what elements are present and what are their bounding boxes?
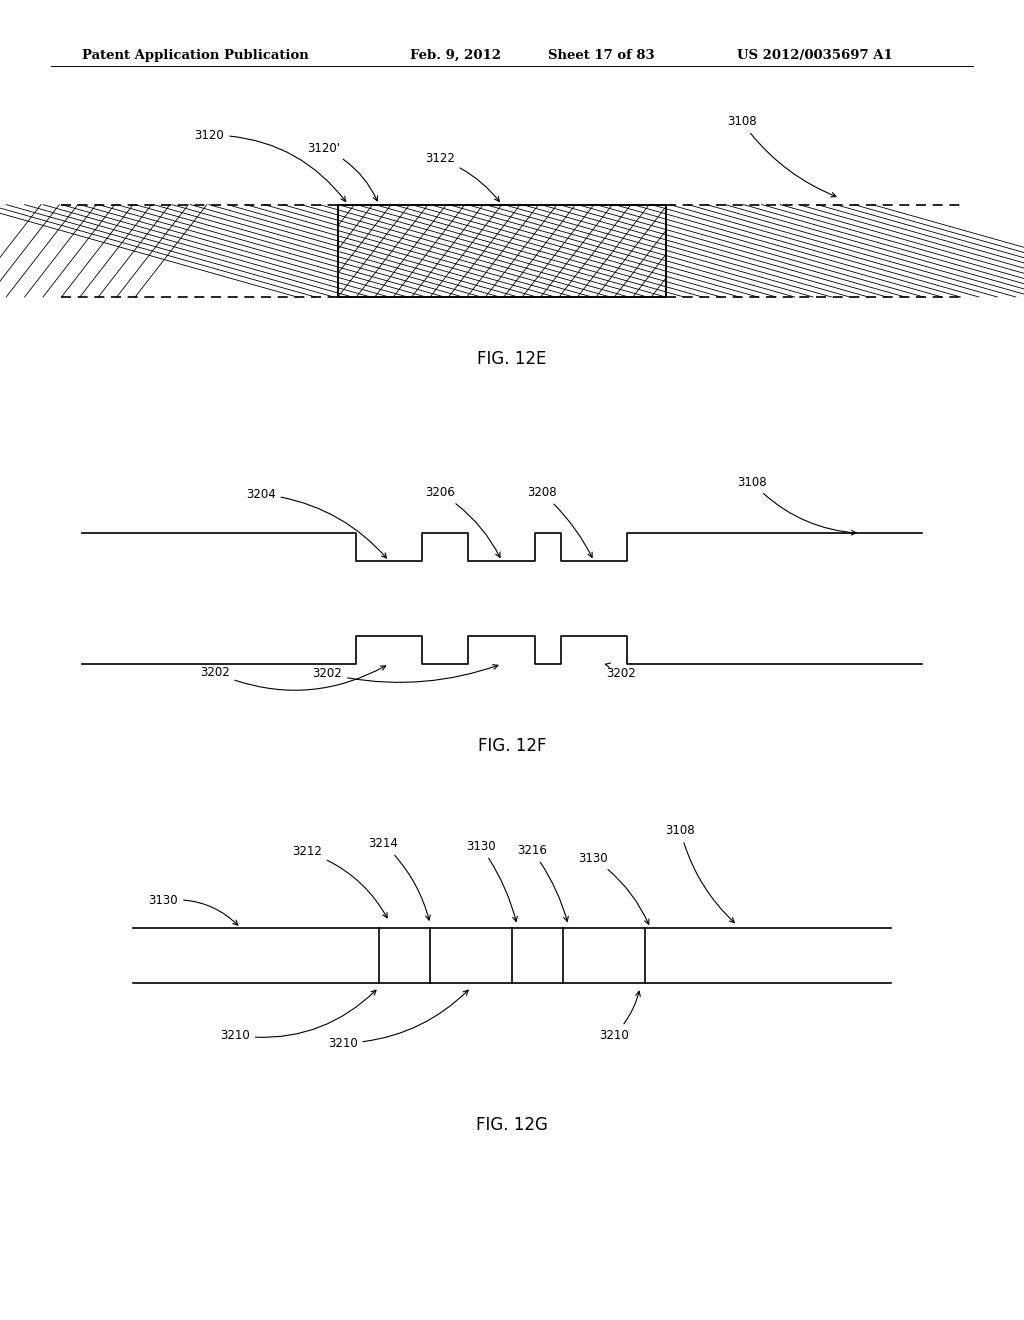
Text: 3210: 3210 xyxy=(599,991,640,1041)
Text: 3130: 3130 xyxy=(466,840,517,921)
Text: 3208: 3208 xyxy=(527,486,592,557)
Bar xyxy=(338,205,666,297)
Bar xyxy=(338,205,666,297)
Text: 3130: 3130 xyxy=(148,894,238,925)
Text: FIG. 12G: FIG. 12G xyxy=(476,1115,548,1134)
Text: Sheet 17 of 83: Sheet 17 of 83 xyxy=(548,49,654,62)
Text: 3108: 3108 xyxy=(666,824,734,923)
Text: US 2012/0035697 A1: US 2012/0035697 A1 xyxy=(737,49,893,62)
Text: 3210: 3210 xyxy=(328,990,468,1049)
Text: 3130: 3130 xyxy=(579,851,649,924)
Text: 3108: 3108 xyxy=(727,115,836,197)
Text: 3206: 3206 xyxy=(425,486,500,557)
Text: FIG. 12E: FIG. 12E xyxy=(477,350,547,368)
Text: 3202: 3202 xyxy=(200,665,386,690)
Text: 3210: 3210 xyxy=(220,990,376,1041)
Text: Patent Application Publication: Patent Application Publication xyxy=(82,49,308,62)
Text: Feb. 9, 2012: Feb. 9, 2012 xyxy=(410,49,501,62)
Text: 3120: 3120 xyxy=(195,128,346,202)
Text: FIG. 12F: FIG. 12F xyxy=(478,737,546,755)
Text: 3204: 3204 xyxy=(246,487,386,558)
Text: 3202: 3202 xyxy=(605,663,636,680)
Text: 3214: 3214 xyxy=(369,837,430,920)
Text: 3120': 3120' xyxy=(307,141,378,201)
Text: 3202: 3202 xyxy=(312,665,498,682)
Text: 3108: 3108 xyxy=(737,475,856,535)
Text: 3122: 3122 xyxy=(425,152,500,202)
Text: 3216: 3216 xyxy=(517,843,568,921)
Text: 3212: 3212 xyxy=(292,845,387,917)
